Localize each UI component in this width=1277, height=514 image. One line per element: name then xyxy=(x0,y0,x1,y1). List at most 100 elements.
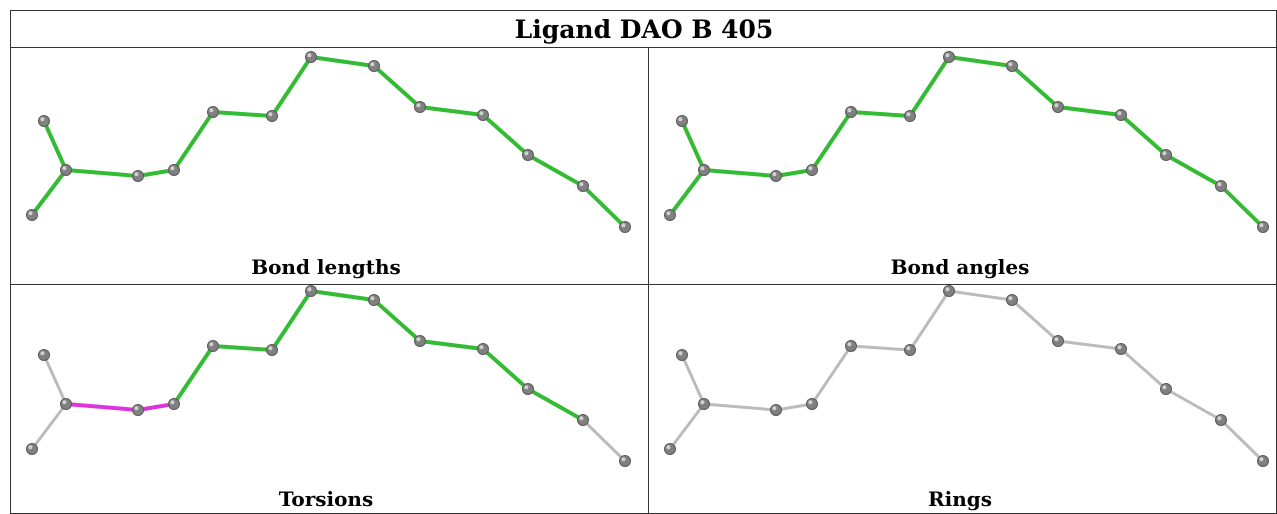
atom-highlight xyxy=(307,53,312,58)
outer-frame xyxy=(10,10,1277,514)
bond-ok xyxy=(481,347,530,391)
atom xyxy=(1006,60,1018,72)
atom-highlight xyxy=(170,166,175,171)
bond-neutral xyxy=(30,402,68,451)
atom xyxy=(477,109,489,121)
atom xyxy=(414,335,426,347)
atom-highlight xyxy=(621,457,626,462)
atom-highlight xyxy=(268,112,273,117)
atom-highlight xyxy=(268,346,273,351)
atom xyxy=(1006,294,1018,306)
bond-ok xyxy=(372,64,422,109)
atom xyxy=(806,398,818,410)
bond-ok xyxy=(136,168,176,178)
atom xyxy=(1160,383,1172,395)
bond-ok xyxy=(774,168,814,178)
atom xyxy=(60,164,72,176)
bond-ok xyxy=(418,105,485,117)
atom xyxy=(577,414,589,426)
bond-ok xyxy=(702,168,778,178)
bond-neutral xyxy=(1219,418,1265,463)
atom-highlight xyxy=(666,445,671,450)
atom-highlight xyxy=(134,406,139,411)
atom-highlight xyxy=(808,400,813,405)
atom xyxy=(676,349,688,361)
bond-neutral xyxy=(774,402,814,412)
atom-highlight xyxy=(524,151,529,156)
atom-highlight xyxy=(621,223,626,228)
atom-highlight xyxy=(906,112,911,117)
atom-highlight xyxy=(700,166,705,171)
atom-highlight xyxy=(678,351,683,356)
atom-highlight xyxy=(945,287,950,292)
atom xyxy=(38,349,50,361)
atom xyxy=(698,398,710,410)
atom xyxy=(577,180,589,192)
bond-neutral xyxy=(810,344,853,406)
atom-highlight xyxy=(1162,385,1167,390)
bond-ok xyxy=(42,119,68,172)
bond-neutral xyxy=(1164,387,1223,422)
atom xyxy=(1115,109,1127,121)
panel-caption: Bond angles xyxy=(891,255,1030,279)
atom xyxy=(38,115,50,127)
panel-rings: Rings xyxy=(664,285,1269,511)
atom-highlight xyxy=(579,416,584,421)
atom xyxy=(619,221,631,233)
atom-highlight xyxy=(678,117,683,122)
atom xyxy=(664,209,676,221)
atom-highlight xyxy=(772,406,777,411)
panel-caption: Rings xyxy=(928,487,992,511)
bond-ok xyxy=(372,298,422,343)
atom-highlight xyxy=(1259,457,1264,462)
atom-highlight xyxy=(1054,103,1059,108)
atom-highlight xyxy=(524,385,529,390)
atom-highlight xyxy=(62,166,67,171)
bond-ok xyxy=(1010,64,1060,109)
atom-highlight xyxy=(134,172,139,177)
bond-ok xyxy=(418,339,485,351)
atom-highlight xyxy=(1162,151,1167,156)
atom xyxy=(676,115,688,127)
atom xyxy=(904,110,916,122)
bond-neutral xyxy=(1010,298,1060,343)
atom-highlight xyxy=(370,296,375,301)
atom-highlight xyxy=(28,445,33,450)
atom xyxy=(904,344,916,356)
bond-ok xyxy=(908,55,951,118)
panel-caption: Bond lengths xyxy=(251,255,401,279)
panel-caption: Torsions xyxy=(279,487,373,511)
atom xyxy=(770,170,782,182)
atom xyxy=(619,455,631,467)
atom xyxy=(368,60,380,72)
bond-ok xyxy=(172,110,215,172)
bond-outlier xyxy=(64,402,140,412)
atom xyxy=(1257,455,1269,467)
atom-highlight xyxy=(772,172,777,177)
atom-highlight xyxy=(1054,337,1059,342)
bond-ok xyxy=(309,289,376,302)
atom xyxy=(368,294,380,306)
bond-ok xyxy=(849,110,912,118)
atom-highlight xyxy=(579,182,584,187)
bond-ok xyxy=(211,110,274,118)
atom xyxy=(168,164,180,176)
atom-highlight xyxy=(209,108,214,113)
atom-highlight xyxy=(847,108,852,113)
bond-ok xyxy=(64,168,140,178)
atom-highlight xyxy=(847,342,852,347)
atom xyxy=(1215,180,1227,192)
atom xyxy=(664,443,676,455)
atom xyxy=(207,106,219,118)
atom-highlight xyxy=(1117,345,1122,350)
atom xyxy=(207,340,219,352)
atom xyxy=(806,164,818,176)
atom-highlight xyxy=(307,287,312,292)
atom-highlight xyxy=(1117,111,1122,116)
atom-highlight xyxy=(666,211,671,216)
atom-highlight xyxy=(40,117,45,122)
atom-highlight xyxy=(170,400,175,405)
atom-highlight xyxy=(906,346,911,351)
bond-ok xyxy=(680,119,706,172)
